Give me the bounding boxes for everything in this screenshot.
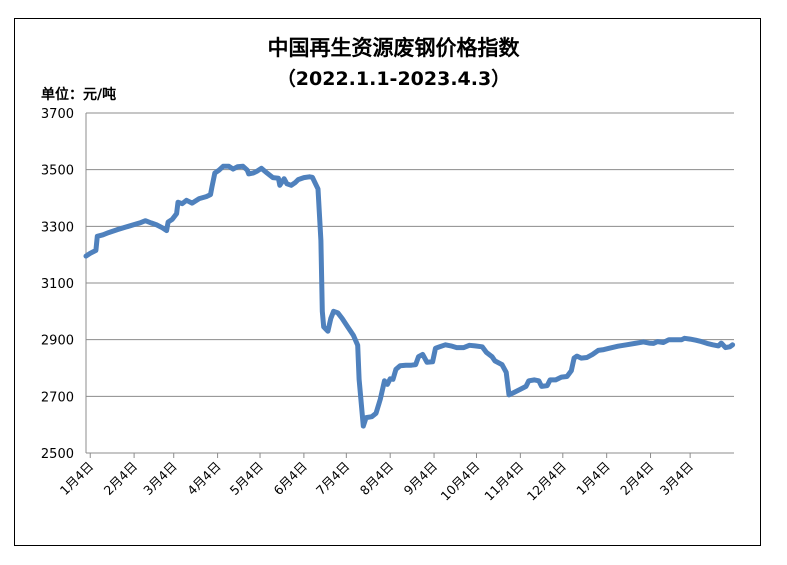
- y-tick-label: 3300: [41, 220, 74, 235]
- chart-title: 中国再生资源废钢价格指数: [267, 36, 520, 60]
- x-tick-label: 8月4日: [357, 459, 397, 499]
- x-tick-label: 1月4日: [57, 459, 97, 499]
- x-tick-label: 3月4日: [657, 459, 697, 499]
- x-tick-label: 2月4日: [617, 459, 657, 499]
- x-tick-label: 3月4日: [140, 459, 180, 499]
- y-tick-label: 2700: [41, 390, 74, 405]
- x-tick-label: 6月4日: [270, 459, 310, 499]
- series-line: [83, 163, 736, 429]
- y-tick-label: 2500: [41, 447, 74, 462]
- chart-frame: [14, 18, 761, 546]
- unit-label: 单位：元/吨: [41, 87, 117, 103]
- x-tick-label: 12月4日: [524, 459, 569, 504]
- x-tick-label: 4月4日: [184, 459, 224, 499]
- y-tick-label: 3100: [41, 277, 74, 292]
- x-tick-label: 11月4日: [481, 459, 526, 504]
- y-tick-label: 3500: [41, 164, 74, 179]
- x-tick-label: 2月4日: [101, 459, 141, 499]
- x-tick-label: 10月4日: [437, 459, 482, 504]
- x-tick-label: 9月4日: [401, 459, 441, 499]
- x-tick-label: 1月4日: [573, 459, 613, 499]
- chart-subtitle: （2022.1.1-2023.4.3）: [276, 68, 511, 90]
- y-tick-label: 3700: [41, 107, 74, 122]
- x-tick-label: 7月4日: [313, 459, 353, 499]
- y-tick-label: 2900: [41, 334, 74, 349]
- x-tick-label: 5月4日: [227, 459, 267, 499]
